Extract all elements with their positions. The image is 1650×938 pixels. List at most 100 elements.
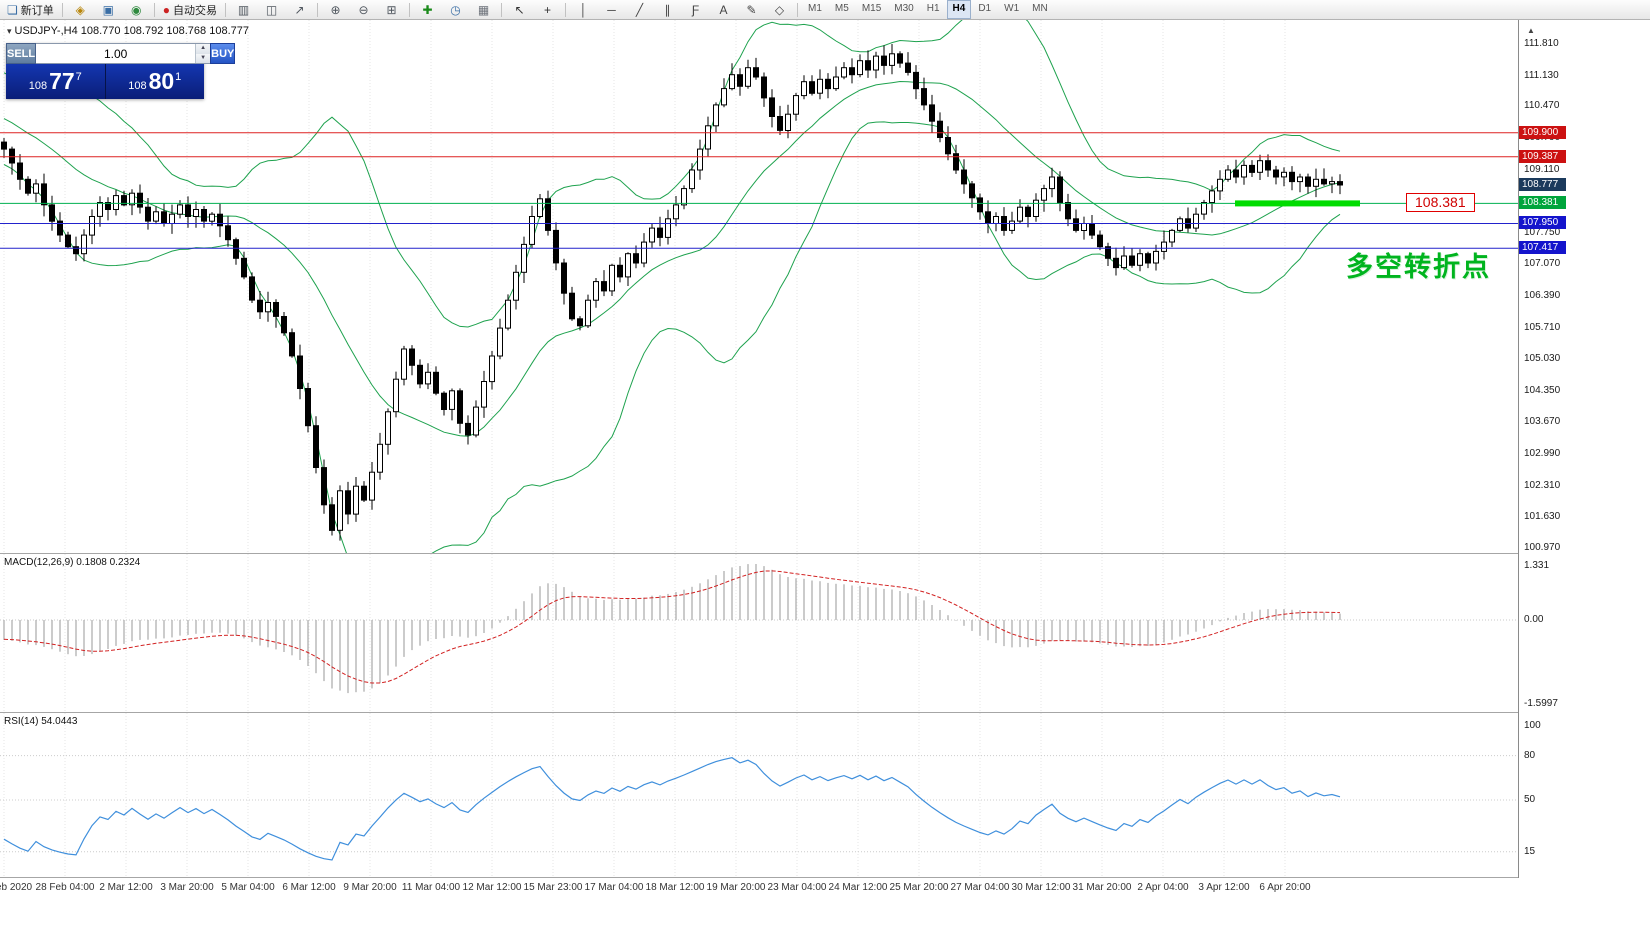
buy-button[interactable]: BUY bbox=[210, 43, 236, 64]
time-axis-label: 11 Mar 04:00 bbox=[401, 882, 461, 893]
turning-point-annotation[interactable]: 多空转折点 bbox=[1346, 252, 1491, 282]
arrows-icon: ✎ bbox=[746, 2, 757, 17]
price-axis[interactable]: ▲ 111.810111.130110.470109.790109.110108… bbox=[1519, 20, 1650, 878]
price-axis-label: 111.130 bbox=[1524, 70, 1559, 81]
text-icon: A bbox=[719, 2, 728, 17]
cursor-icon[interactable]: ↖ bbox=[506, 0, 533, 19]
macd-chart-canvas[interactable] bbox=[0, 554, 1518, 712]
horizontal-line-icon[interactable]: ─ bbox=[598, 0, 625, 19]
vertical-line-icon: │ bbox=[579, 2, 588, 17]
crosshair-icon[interactable]: + bbox=[534, 0, 561, 19]
toolbar-separator bbox=[61, 2, 63, 17]
timeframe-button-M5[interactable]: M5 bbox=[834, 3, 849, 14]
buy-price-main: 108 bbox=[128, 79, 147, 92]
fibonacci-icon[interactable]: Ƒ bbox=[682, 0, 709, 19]
sell-price-big: 77 bbox=[49, 68, 75, 94]
time-axis-label: 3 Apr 12:00 bbox=[1198, 882, 1250, 893]
time-axis-label: 5 Mar 04:00 bbox=[221, 882, 275, 893]
rsi-axis-label: 50 bbox=[1524, 794, 1536, 805]
periods-icon[interactable]: ◷ bbox=[442, 0, 469, 19]
trendline-icon[interactable]: ╱ bbox=[626, 0, 653, 19]
line-chart-icon: ↗ bbox=[294, 2, 305, 17]
level-price-label[interactable]: 108.381 bbox=[1406, 193, 1475, 212]
one-click-collapse-icon[interactable]: ▾ bbox=[7, 26, 12, 36]
turning-point-segment bbox=[1235, 200, 1360, 207]
new-order-button[interactable]: ❏ 新订单 bbox=[3, 0, 58, 19]
line-chart-icon[interactable]: ↗ bbox=[286, 0, 313, 19]
price-axis-label: 105.030 bbox=[1524, 353, 1561, 364]
shapes-icon[interactable]: ◇ bbox=[766, 0, 793, 19]
timeframe-button-M15[interactable]: M15 bbox=[861, 3, 882, 14]
price-axis-label: 110.470 bbox=[1524, 100, 1560, 111]
time-axis-label: 28 Feb 2020 bbox=[0, 882, 33, 893]
time-axis-label: 27 Mar 04:00 bbox=[950, 882, 1010, 893]
candlestick-icon[interactable]: ◫ bbox=[258, 0, 285, 19]
rsi-chart-canvas[interactable] bbox=[0, 713, 1518, 877]
timeframe-button-H1[interactable]: H1 bbox=[926, 3, 940, 14]
buy-price[interactable]: 108 80 1 bbox=[106, 64, 205, 99]
pane-separator bbox=[0, 877, 1650, 878]
bar-chart-icon: ▥ bbox=[237, 2, 250, 17]
bar-chart-icon[interactable]: ▥ bbox=[230, 0, 257, 19]
toolbar-separator bbox=[565, 2, 567, 17]
pane-separator[interactable] bbox=[0, 553, 1650, 554]
volume-down-icon[interactable]: ▼ bbox=[196, 53, 211, 63]
price-axis-label: 109.110 bbox=[1524, 164, 1560, 175]
navigator-icon: ◉ bbox=[131, 2, 142, 17]
volume-box: ▲ ▼ bbox=[36, 43, 211, 64]
time-axis-label: 17 Mar 04:00 bbox=[584, 882, 644, 893]
timeframe-button-D1[interactable]: D1 bbox=[978, 3, 992, 14]
indicators-icon[interactable]: ✚ bbox=[414, 0, 441, 19]
time-axis-label: 9 Mar 20:00 bbox=[343, 882, 397, 893]
indicators-icon: ✚ bbox=[422, 2, 433, 17]
vertical-line-icon[interactable]: │ bbox=[570, 0, 597, 19]
pane-separator[interactable] bbox=[0, 712, 1650, 713]
time-axis-label: 18 Mar 12:00 bbox=[645, 882, 705, 893]
market-watch-icon[interactable]: ◈ bbox=[67, 0, 94, 19]
time-axis-label: 30 Mar 12:00 bbox=[1011, 882, 1071, 893]
zoom-in-icon[interactable]: ⊕ bbox=[322, 0, 349, 19]
price-axis-border bbox=[1518, 20, 1519, 938]
candlestick-icon: ◫ bbox=[265, 2, 278, 17]
macd-histogram bbox=[3, 564, 1341, 694]
autotrading-icon: ● bbox=[162, 2, 171, 17]
sell-button[interactable]: SELL bbox=[6, 43, 37, 64]
zoom-in-icon: ⊕ bbox=[330, 2, 341, 17]
volume-input[interactable] bbox=[36, 44, 196, 63]
sell-price[interactable]: 108 77 7 bbox=[6, 64, 106, 99]
autotrading-button-label: 自动交易 bbox=[173, 4, 218, 17]
arrows-icon[interactable]: ✎ bbox=[738, 0, 765, 19]
price-chart-canvas[interactable] bbox=[0, 20, 1518, 553]
timeframe-button-W1[interactable]: W1 bbox=[1004, 3, 1020, 14]
shapes-icon: ◇ bbox=[774, 2, 785, 17]
volume-up-icon[interactable]: ▲ bbox=[196, 44, 211, 54]
navigator-icon[interactable]: ◉ bbox=[123, 0, 150, 19]
price-tag-109.900: 109.900 bbox=[1519, 126, 1566, 139]
buy-price-sup: 1 bbox=[175, 70, 182, 83]
timeframe-button-M30[interactable]: M30 bbox=[894, 3, 914, 14]
grid-icon[interactable]: ⊞ bbox=[378, 0, 405, 19]
timeframe-button-MN[interactable]: MN bbox=[1032, 3, 1048, 14]
sell-price-main: 108 bbox=[28, 79, 48, 92]
candles-group bbox=[1, 44, 1343, 541]
channel-icon[interactable]: ∥ bbox=[654, 0, 681, 19]
rsi-line bbox=[3, 757, 1341, 861]
autotrading-button[interactable]: ● 自动交易 bbox=[159, 0, 221, 19]
price-axis-label: 100.970 bbox=[1524, 542, 1561, 553]
one-click-trading-panel: SELL ▲ ▼ BUY 108 77 7 108 80 1 bbox=[6, 43, 236, 99]
templates-icon: ▦ bbox=[477, 2, 490, 17]
toolbar: ❏ 新订单 ◈ ▣ ◉ ● 自动交易 ▥ ◫ ↗ ⊕ ⊖ ⊞ ✚ ◷ ▦ ↖ + │ ─ ╱ ∥ Ƒ A ✎ ◇ M1 M5 M15 M3… bbox=[0, 0, 1650, 20]
data-window-icon[interactable]: ▣ bbox=[95, 0, 122, 19]
zoom-out-icon[interactable]: ⊖ bbox=[350, 0, 377, 19]
rsi-label: RSI(14) 54.0443 bbox=[4, 716, 78, 727]
fibonacci-icon: Ƒ bbox=[691, 2, 700, 17]
macd-axis-label: 0.00 bbox=[1524, 614, 1544, 625]
templates-icon[interactable]: ▦ bbox=[470, 0, 497, 19]
text-icon[interactable]: A bbox=[710, 0, 737, 19]
timeframe-button-M1[interactable]: M1 bbox=[808, 3, 822, 14]
axis-scroll-icon[interactable]: ▲ bbox=[1527, 26, 1535, 35]
timeframe-button-H4[interactable]: H4 bbox=[946, 0, 972, 19]
horizontal-line-icon: ─ bbox=[607, 2, 616, 17]
